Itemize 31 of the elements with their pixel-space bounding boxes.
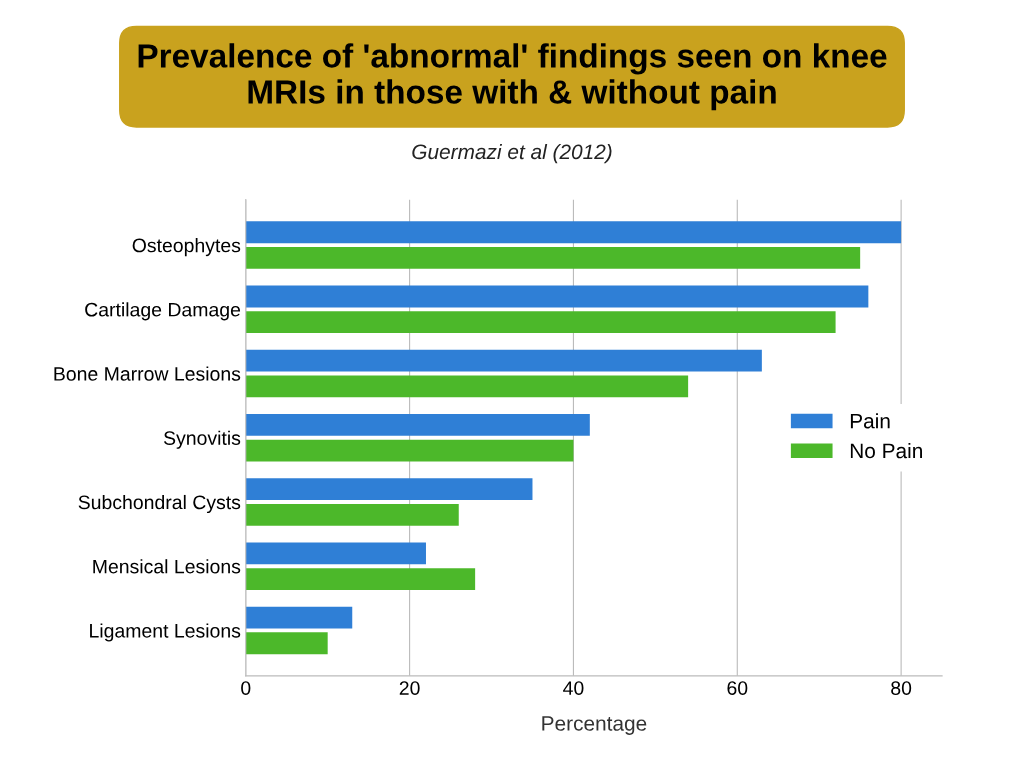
- bar: [245, 221, 902, 244]
- y-tick-label: Synovitis: [163, 430, 241, 449]
- y-tick-label: Ligament Lesions: [90, 623, 241, 642]
- bar: [245, 632, 328, 655]
- legend-label: Pain: [850, 413, 890, 429]
- bar: [245, 542, 426, 565]
- bar: [245, 568, 476, 590]
- y-tick-label: Mensical Lesions: [93, 559, 241, 574]
- bar: [245, 311, 836, 334]
- bar: [245, 349, 762, 372]
- y-tick-label: Subchondral Cysts: [78, 494, 241, 514]
- y-tick-label: Cartilage Damage: [85, 302, 241, 321]
- x-tick-label: 80: [891, 681, 912, 695]
- bar: [245, 414, 590, 436]
- bar: [245, 439, 574, 462]
- bar: [245, 285, 869, 308]
- x-tick-label: 40: [563, 681, 584, 695]
- chart-title: Prevalence of 'abnormal' findings seen on knee MRIs in those with & without pain: [138, 43, 887, 111]
- x-tick-label: 0: [241, 681, 251, 695]
- bar: [245, 606, 353, 629]
- x-axis-title: Percentage: [542, 716, 647, 735]
- bar: [245, 247, 861, 269]
- bar: [245, 503, 459, 526]
- bar: [245, 375, 689, 398]
- y-tick-label: Bone Marrow Lesions: [54, 366, 241, 381]
- x-tick-label: 60: [727, 681, 748, 695]
- bar: [245, 478, 533, 501]
- legend-label: No Pain: [850, 442, 922, 459]
- chart-subtitle: Guermazi et al (2012): [412, 143, 612, 164]
- y-tick-label: Osteophytes: [132, 238, 241, 257]
- x-tick-label: 20: [399, 681, 420, 695]
